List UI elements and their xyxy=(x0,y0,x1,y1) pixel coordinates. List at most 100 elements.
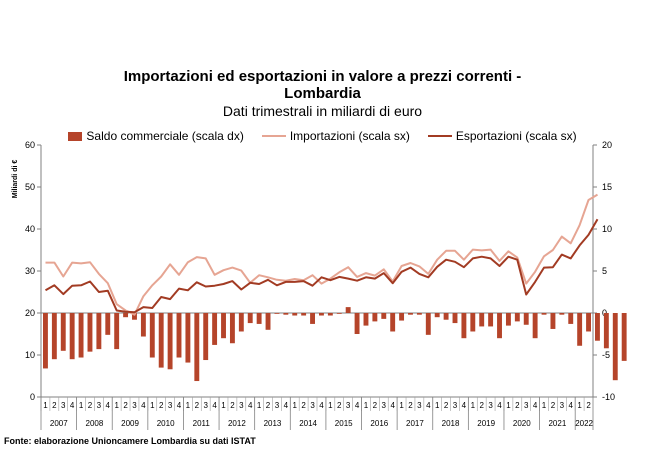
x-quarter-label: 4 xyxy=(248,401,253,410)
bar-saldo xyxy=(274,313,280,314)
bar-saldo xyxy=(408,313,413,315)
bar-saldo xyxy=(523,313,529,325)
bar-saldo xyxy=(140,313,146,337)
legend-label-importazioni: Importazioni (scala sx) xyxy=(289,129,410,143)
x-quarter-label: 1 xyxy=(79,401,84,410)
x-quarter-label: 4 xyxy=(355,401,360,410)
x-year-label: 2013 xyxy=(264,419,282,428)
bar-saldo xyxy=(158,313,164,368)
legend-swatch-esportazioni xyxy=(427,135,452,137)
x-quarter-label: 1 xyxy=(43,401,48,410)
bar-saldo xyxy=(176,313,182,358)
x-quarter-label: 4 xyxy=(319,401,324,410)
legend-label-esportazioni: Esportazioni (scala sx) xyxy=(455,129,577,143)
bar-saldo xyxy=(372,313,378,322)
x-quarter-label: 3 xyxy=(203,401,208,410)
bar-saldo xyxy=(194,313,200,382)
x-quarter-label: 2 xyxy=(123,401,128,410)
bar-saldo xyxy=(461,313,467,339)
bar-saldo xyxy=(336,313,342,314)
x-quarter-label: 2 xyxy=(444,401,449,410)
x-quarter-label: 3 xyxy=(275,401,280,410)
x-quarter-label: 3 xyxy=(97,401,102,410)
bar-saldo xyxy=(443,313,449,320)
x-quarter-label: 1 xyxy=(114,401,119,410)
bar-saldo xyxy=(488,313,494,327)
x-quarter-label: 4 xyxy=(106,401,111,410)
bar-saldo xyxy=(514,313,520,322)
x-quarter-label: 2 xyxy=(266,401,271,410)
legend-label-saldo: Saldo commerciale (scala dx) xyxy=(86,129,244,143)
y-right-tick-label: 15 xyxy=(602,182,612,192)
x-year-label: 2018 xyxy=(442,419,460,428)
x-quarter-label: 3 xyxy=(453,401,458,410)
bar-saldo xyxy=(327,313,333,316)
x-quarter-label: 2 xyxy=(301,401,306,410)
bar-saldo xyxy=(310,313,315,324)
line-importazioni xyxy=(45,193,599,316)
bar-saldo xyxy=(505,313,511,326)
bar-saldo xyxy=(550,313,556,329)
x-year-label: 2010 xyxy=(157,419,175,428)
x-quarter-label: 3 xyxy=(524,401,529,410)
x-quarter-label: 1 xyxy=(399,401,404,410)
y-left-tick-label: 0 xyxy=(30,392,35,402)
x-year-label: 2008 xyxy=(86,419,104,428)
bar-saldo xyxy=(78,313,84,358)
x-quarter-label: 1 xyxy=(150,401,155,410)
x-quarter-label: 1 xyxy=(471,401,476,410)
x-quarter-label: 2 xyxy=(52,401,57,410)
x-quarter-label: 4 xyxy=(141,401,146,410)
bar-saldo xyxy=(621,313,627,361)
x-quarter-label: 2 xyxy=(159,401,164,410)
x-quarter-label: 4 xyxy=(177,401,182,410)
x-quarter-label: 4 xyxy=(426,401,431,410)
x-quarter-label: 2 xyxy=(195,401,200,410)
bar-saldo xyxy=(221,313,226,339)
bar-saldo xyxy=(265,313,271,330)
y-left-tick-label: 20 xyxy=(25,308,35,318)
x-quarter-label: 1 xyxy=(221,401,226,410)
x-quarter-label: 3 xyxy=(417,401,422,410)
bar-saldo xyxy=(319,313,324,316)
y-left-tick-label: 60 xyxy=(25,140,35,150)
bar-saldo xyxy=(354,313,360,334)
y-left-tick-label: 30 xyxy=(25,266,35,276)
x-quarter-label: 1 xyxy=(542,401,547,410)
y-right-tick-label: 20 xyxy=(602,140,612,150)
x-year-label: 2020 xyxy=(513,419,531,428)
bar-saldo xyxy=(203,313,209,361)
y-right-tick-label: -5 xyxy=(602,350,610,360)
bar-saldo xyxy=(532,313,538,339)
x-year-label: 2009 xyxy=(121,419,139,428)
x-quarter-label: 4 xyxy=(533,401,538,410)
x-quarter-label: 4 xyxy=(569,401,574,410)
x-quarter-label: 1 xyxy=(293,401,298,410)
bar-saldo xyxy=(96,313,102,350)
bar-saldo xyxy=(256,313,262,324)
x-quarter-label: 3 xyxy=(382,401,387,410)
bar-saldo xyxy=(51,313,57,360)
legend-swatch-saldo xyxy=(68,131,83,141)
bar-saldo xyxy=(212,313,218,345)
bar-saldo xyxy=(345,307,351,313)
bar-saldo xyxy=(87,313,93,352)
x-quarter-label: 1 xyxy=(328,401,333,410)
bar-saldo xyxy=(425,313,431,335)
y-axis-title: Miliardi di € xyxy=(12,160,19,199)
x-year-label: 2015 xyxy=(335,419,353,428)
x-quarter-label: 3 xyxy=(560,401,565,410)
x-quarter-label: 4 xyxy=(497,401,502,410)
y-right-tick-label: 5 xyxy=(602,266,607,276)
x-quarter-label: 1 xyxy=(577,401,582,410)
bar-saldo xyxy=(167,313,173,370)
bar-saldo xyxy=(595,313,600,341)
bar-saldo xyxy=(238,313,244,332)
y-left-tick-label: 10 xyxy=(25,350,35,360)
x-quarter-label: 3 xyxy=(61,401,66,410)
legend: Saldo commerciale (scala dx) Importazion… xyxy=(0,129,645,143)
bar-saldo xyxy=(399,313,405,321)
x-quarter-label: 1 xyxy=(186,401,191,410)
bar-saldo xyxy=(105,313,111,335)
bar-saldo xyxy=(301,313,307,316)
